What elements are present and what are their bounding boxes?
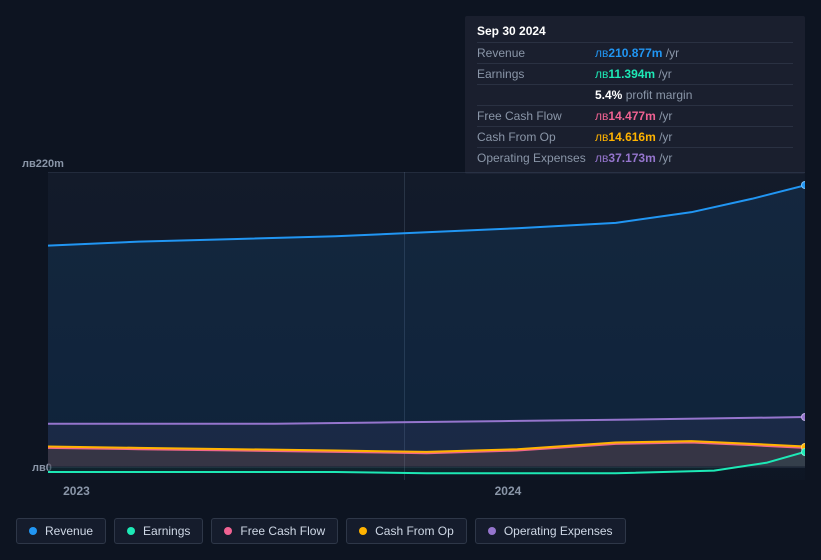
tooltip-row-value: лв11.394m /yr xyxy=(595,67,793,81)
legend-label: Cash From Op xyxy=(375,524,454,538)
series-marker-opex xyxy=(801,413,805,421)
tooltip-date: Sep 30 2024 xyxy=(477,24,793,42)
legend-item-opex[interactable]: Operating Expenses xyxy=(475,518,626,544)
tooltip-row: Revenue лв210.877m /yr xyxy=(477,42,793,63)
tooltip-row: Earnings лв11.394m /yr xyxy=(477,63,793,84)
series-marker-revenue xyxy=(801,181,805,189)
legend-swatch xyxy=(224,527,232,535)
data-tooltip: Sep 30 2024 Revenue лв210.877m /yr Earning… xyxy=(465,16,805,174)
legend-label: Free Cash Flow xyxy=(240,524,325,538)
series-earnings xyxy=(48,172,805,480)
legend-label: Operating Expenses xyxy=(504,524,613,538)
xaxis-tick: 2023 xyxy=(63,484,90,498)
tooltip-row-value: лв14.616m /yr xyxy=(595,130,793,144)
tooltip-row-label: Free Cash Flow xyxy=(477,109,587,123)
chart-area: лв220m лв0 xyxy=(16,160,805,480)
legend-label: Earnings xyxy=(143,524,190,538)
tooltip-margin-row: 5.4% profit margin xyxy=(477,84,793,105)
legend-label: Revenue xyxy=(45,524,93,538)
tooltip-row-label: Earnings xyxy=(477,67,587,81)
legend-swatch xyxy=(29,527,37,535)
series-marker-earnings xyxy=(801,448,805,456)
legend-swatch xyxy=(127,527,135,535)
legend-item-revenue[interactable]: Revenue xyxy=(16,518,106,544)
tooltip-row-label: Cash From Op xyxy=(477,130,587,144)
legend-item-fcf[interactable]: Free Cash Flow xyxy=(211,518,338,544)
tooltip-row-value: лв14.477m /yr xyxy=(595,109,793,123)
legend: Revenue Earnings Free Cash Flow Cash From O… xyxy=(16,518,805,544)
plot-region[interactable] xyxy=(48,172,805,480)
tooltip-row: Free Cash Flow лв14.477m /yr xyxy=(477,105,793,126)
legend-swatch xyxy=(488,527,496,535)
legend-item-cfo[interactable]: Cash From Op xyxy=(346,518,467,544)
xaxis-tick: 2024 xyxy=(495,484,522,498)
yaxis-max-label: лв220m xyxy=(22,158,64,170)
legend-swatch xyxy=(359,527,367,535)
legend-item-earnings[interactable]: Earnings xyxy=(114,518,203,544)
x-axis: 2023 2024 xyxy=(48,484,805,500)
tooltip-row: Cash From Op лв14.616m /yr xyxy=(477,126,793,147)
tooltip-row-value: лв210.877m /yr xyxy=(595,46,793,60)
chart-container: { "tooltip": { "date": "Sep 30 2024", "r… xyxy=(0,0,821,560)
tooltip-row-label: Revenue xyxy=(477,46,587,60)
